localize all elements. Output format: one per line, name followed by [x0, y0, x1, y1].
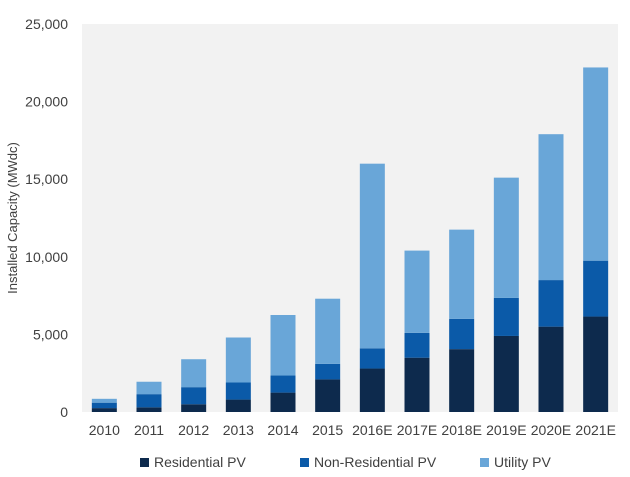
bar-segment-residential-pv-2021e	[583, 316, 609, 412]
bar-segment-non-residential-pv-2018e	[449, 318, 475, 350]
bar-segment-non-residential-pv-2013	[225, 382, 251, 400]
bar-segment-non-residential-pv-2021e	[583, 260, 609, 317]
legend-swatch	[300, 458, 309, 467]
bar-segment-utility-pv-2021e	[583, 67, 609, 261]
bar-segment-utility-pv-2013	[225, 337, 251, 383]
bar-segment-utility-pv-2017e	[404, 250, 430, 333]
bar-segment-residential-pv-2013	[225, 399, 251, 412]
y-tick-label: 10,000	[25, 249, 68, 265]
bar-segment-residential-pv-2011	[136, 407, 162, 412]
plot-area-background	[82, 24, 618, 412]
x-tick-label: 2020E	[531, 422, 571, 438]
x-axis-ticks: 2010 2011 2012 2013 2014 2015 2016E 2017E 2018E 2…	[89, 422, 616, 438]
x-tick-label: 2019E	[486, 422, 526, 438]
bars-layer	[91, 67, 609, 412]
x-tick-label: 2014	[267, 422, 298, 438]
bar-segment-residential-pv-2012	[181, 404, 207, 412]
bar-segment-utility-pv-2010	[91, 398, 117, 403]
bar-segment-residential-pv-2015	[315, 379, 341, 412]
x-tick-label: 2010	[89, 422, 120, 438]
legend-label: Non-Residential PV	[314, 454, 437, 470]
bar-segment-non-residential-pv-2016e	[359, 348, 385, 369]
bar-segment-non-residential-pv-2010	[91, 402, 117, 409]
legend-label: Residential PV	[154, 454, 246, 470]
bar-segment-utility-pv-2014	[270, 315, 296, 376]
bar-segment-non-residential-pv-2020e	[538, 280, 564, 327]
y-tick-label: 15,000	[25, 171, 68, 187]
bar-segment-non-residential-pv-2011	[136, 394, 162, 408]
y-tick-label: 0	[60, 404, 68, 420]
y-axis-ticks: 0 5,000 10,000 15,000 20,000 25,000	[25, 16, 68, 420]
x-tick-label: 2011	[134, 422, 164, 438]
x-tick-label: 2015	[312, 422, 343, 438]
bar-segment-non-residential-pv-2017e	[404, 332, 430, 358]
legend: Residential PV Non-Residential PV Utility …	[140, 454, 551, 470]
bar-segment-residential-pv-2017e	[404, 357, 430, 412]
bar-segment-non-residential-pv-2012	[181, 387, 207, 405]
bar-segment-utility-pv-2016e	[359, 163, 385, 349]
bar-segment-utility-pv-2020e	[538, 134, 564, 281]
x-tick-label: 2017E	[397, 422, 437, 438]
x-tick-label: 2021E	[575, 422, 615, 438]
bar-segment-residential-pv-2018e	[449, 349, 475, 412]
y-tick-label: 5,000	[33, 326, 68, 342]
bar-segment-residential-pv-2014	[270, 392, 296, 412]
bar-segment-non-residential-pv-2019e	[493, 297, 519, 336]
bar-segment-residential-pv-2016e	[359, 368, 385, 412]
bar-segment-utility-pv-2012	[181, 359, 207, 388]
bar-segment-non-residential-pv-2015	[315, 363, 341, 380]
bar-segment-non-residential-pv-2014	[270, 375, 296, 393]
bar-segment-utility-pv-2011	[136, 381, 162, 395]
legend-swatch	[140, 458, 149, 467]
y-tick-label: 25,000	[25, 16, 68, 32]
x-tick-label: 2018E	[441, 422, 481, 438]
x-tick-label: 2013	[223, 422, 254, 438]
bar-segment-residential-pv-2010	[91, 408, 117, 412]
bar-segment-utility-pv-2015	[315, 298, 341, 364]
legend-label: Utility PV	[494, 454, 551, 470]
bar-segment-residential-pv-2019e	[493, 335, 519, 412]
x-tick-label: 2016E	[352, 422, 392, 438]
y-tick-label: 20,000	[25, 94, 68, 110]
y-axis-title: Installed Capacity (MWdc)	[5, 142, 20, 294]
x-tick-label: 2012	[178, 422, 209, 438]
legend-swatch	[480, 458, 489, 467]
bar-segment-utility-pv-2019e	[493, 177, 519, 298]
bar-segment-residential-pv-2020e	[538, 326, 564, 412]
bar-segment-utility-pv-2018e	[449, 229, 475, 319]
